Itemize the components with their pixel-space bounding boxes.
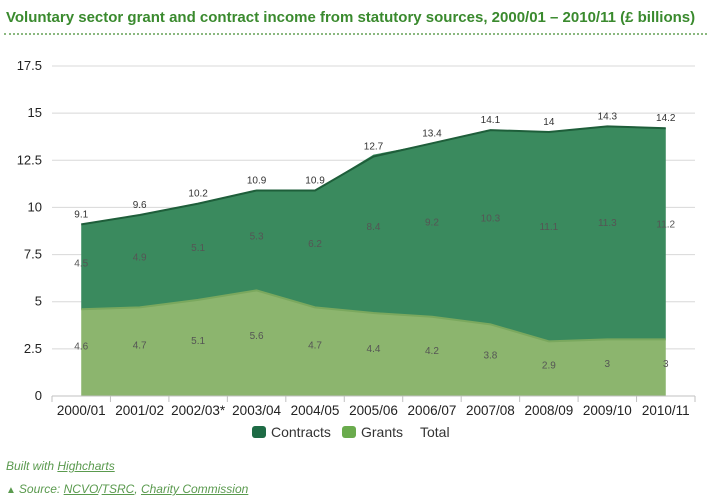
y-tick-label: 10: [28, 199, 42, 214]
total-data-label: 9.6: [133, 200, 147, 211]
x-tick-label: 2002/03*: [171, 403, 226, 418]
source-line: ▲ Source: NCVO/TSRC, Charity Commission: [6, 482, 248, 496]
total-data-label: 14.2: [656, 113, 676, 124]
source-separator: /: [98, 482, 102, 496]
total-data-label: 12.7: [364, 142, 384, 153]
legend-swatch: [342, 426, 356, 438]
highcharts-link[interactable]: Highcharts: [57, 459, 115, 473]
x-tick-label: 2000/01: [57, 403, 106, 418]
total-data-label: 14.3: [598, 111, 618, 122]
credits: Built with Highcharts: [6, 459, 115, 473]
contracts-data-label: 4.9: [133, 253, 147, 264]
grants-data-label: 4.7: [133, 341, 147, 352]
y-tick-label: 15: [28, 105, 42, 120]
legend-swatch: [252, 426, 266, 438]
y-tick-label: 7.5: [24, 247, 42, 262]
contracts-area: [81, 126, 666, 342]
grants-data-label: 2.9: [542, 360, 556, 371]
y-tick-label: 12.5: [17, 152, 42, 167]
grants-data-label: 3.8: [483, 350, 497, 361]
grants-data-label: 4.6: [74, 342, 88, 353]
y-tick-label: 0: [35, 388, 42, 403]
contracts-data-label: 5.1: [191, 243, 205, 254]
title-divider: [4, 33, 707, 35]
contracts-data-label: 4.5: [74, 259, 88, 270]
x-tick-label: 2005/06: [349, 403, 398, 418]
grants-data-label: 5.1: [191, 336, 205, 347]
total-data-label: 9.1: [74, 209, 88, 220]
source-prefix: Source:: [18, 482, 64, 496]
legend-item-total[interactable]: Total: [420, 424, 450, 440]
source-link-tsrc[interactable]: TSRC: [101, 482, 135, 496]
legend-label: Total: [420, 424, 450, 440]
grants-area: [81, 290, 666, 396]
source-separator: ,: [134, 482, 141, 496]
contracts-data-label: 10.3: [481, 214, 501, 225]
source-link-ncvo[interactable]: NCVO: [63, 482, 99, 496]
grants-data-label: 4.4: [367, 344, 381, 355]
y-tick-label: 17.5: [17, 58, 42, 73]
total-data-label: 13.4: [422, 128, 442, 139]
x-tick-label: 2008/09: [524, 403, 573, 418]
total-data-label: 10.9: [247, 175, 267, 186]
y-tick-label: 2.5: [24, 341, 42, 356]
grants-data-label: 5.6: [250, 331, 264, 342]
x-tick-label: 2003/04: [232, 403, 281, 418]
contracts-data-label: 11.1: [539, 222, 558, 233]
area-chart: 9.1 9.6 10.2 10.9 10.9 12.7 13.4 14.1 14 14.3 14.2…: [17, 58, 696, 440]
grants-data-label: 4.2: [425, 346, 439, 357]
contracts-data-label: 8.4: [367, 222, 381, 233]
contracts-data-label: 5.3: [250, 231, 264, 242]
x-tick-label: 2007/08: [466, 403, 515, 418]
total-data-label: 14.1: [481, 115, 501, 126]
legend-label: Contracts: [271, 424, 331, 440]
x-tick-label: 2001/02: [115, 403, 164, 418]
credits-prefix: Built with: [6, 459, 58, 473]
grants-data-label: 4.7: [308, 341, 322, 352]
total-line: [81, 125, 666, 226]
contracts-data-label: 9.2: [425, 217, 439, 228]
total-data-label: 14: [543, 117, 555, 128]
x-tick-label: 2009/10: [583, 403, 632, 418]
legend-item-grants[interactable]: Grants: [342, 424, 403, 440]
legend-label: Grants: [361, 424, 403, 440]
grants-data-label: 3: [663, 359, 669, 370]
x-tick-label: 2010/11: [642, 403, 690, 418]
contracts-data-label: 11.3: [598, 218, 617, 229]
grants-data-label: 3: [605, 359, 611, 370]
x-tick-label: 2004/05: [291, 403, 340, 418]
contracts-data-label: 6.2: [308, 239, 322, 250]
legend-item-contracts[interactable]: Contracts: [252, 424, 331, 440]
chart-title: Voluntary sector grant and contract inco…: [6, 9, 696, 26]
total-data-label: 10.2: [188, 189, 208, 200]
grants-line: [81, 289, 666, 343]
source-link-charity-commission[interactable]: Charity Commission: [140, 482, 249, 496]
y-tick-label: 5: [35, 294, 42, 309]
x-tick-label: 2006/07: [408, 403, 457, 418]
contracts-data-label: 11.2: [656, 219, 675, 230]
total-data-label: 10.9: [305, 175, 325, 186]
triangle-up-icon: ▲: [6, 485, 16, 496]
